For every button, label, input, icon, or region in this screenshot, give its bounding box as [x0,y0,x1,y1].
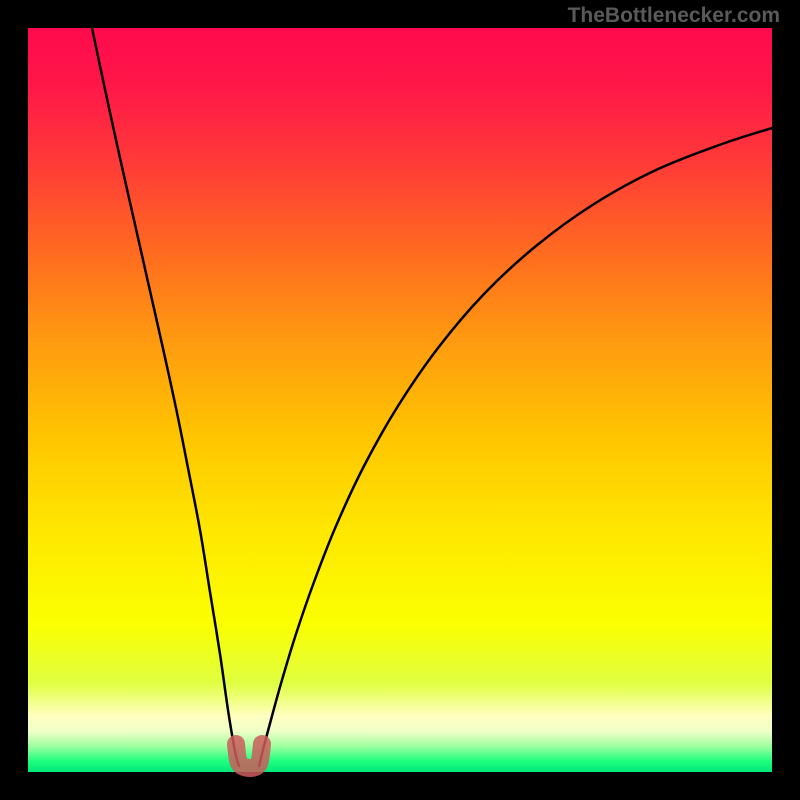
plot-area [28,28,772,772]
left-branch-curve [92,28,239,766]
cusp-marker [236,744,262,768]
watermark-text: TheBottlenecker.com [568,4,780,28]
chart-container: TheBottlenecker.com [0,0,800,800]
curve-layer [28,28,772,772]
right-branch-curve [259,128,772,766]
